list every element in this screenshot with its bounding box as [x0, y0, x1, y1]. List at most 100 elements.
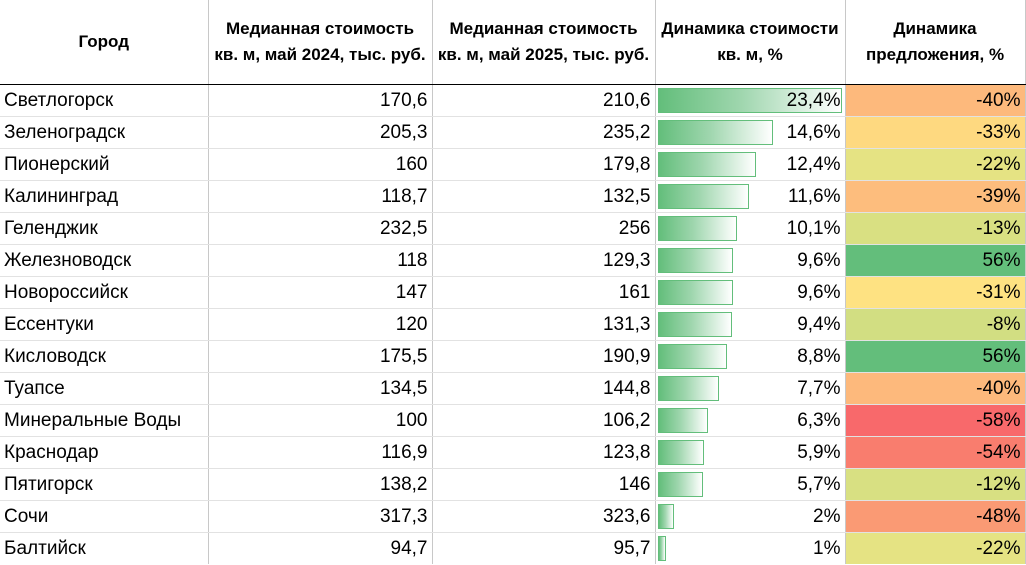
offer-change-cell[interactable]: -22%	[845, 148, 1026, 181]
price-2025-cell[interactable]: 106,2	[432, 404, 656, 437]
price-2025-cell[interactable]: 323,6	[432, 500, 656, 533]
table-row: Светлогорск 170,6 210,6 23,4% -40%	[0, 84, 1026, 117]
price-change-cell[interactable]: 12,4%	[655, 148, 846, 181]
price-2024-cell[interactable]: 160	[208, 148, 433, 181]
price-2025-cell[interactable]: 179,8	[432, 148, 656, 181]
price-change-cell[interactable]: 2%	[655, 500, 846, 533]
price-2024-cell[interactable]: 205,3	[208, 116, 433, 149]
price-change-value: 9,6%	[797, 250, 841, 271]
price-2024-cell[interactable]: 94,7	[208, 532, 433, 564]
header-price-2025[interactable]: Медианная стоимость кв. м, май 2025, тыс…	[432, 0, 656, 85]
price-change-cell[interactable]: 9,6%	[655, 276, 846, 309]
price-change-cell[interactable]: 5,7%	[655, 468, 846, 501]
price-2025-cell[interactable]: 132,5	[432, 180, 656, 213]
header-price-change[interactable]: Динамика стоимости кв. м, %	[655, 0, 846, 85]
price-change-cell[interactable]: 6,3%	[655, 404, 846, 437]
price-2025-cell[interactable]: 256	[432, 212, 656, 245]
city-cell[interactable]: Пионерский	[0, 148, 209, 181]
offer-change-cell[interactable]: -54%	[845, 436, 1026, 469]
price-2024-cell[interactable]: 118,7	[208, 180, 433, 213]
price-2025-cell[interactable]: 123,8	[432, 436, 656, 469]
header-offer-change[interactable]: Динамика предложения, %	[845, 0, 1026, 85]
table-row: Краснодар 116,9 123,8 5,9% -54%	[0, 436, 1026, 469]
price-change-cell[interactable]: 9,4%	[655, 308, 846, 341]
data-bar	[657, 408, 708, 433]
price-change-cell[interactable]: 9,6%	[655, 244, 846, 277]
price-2025-cell[interactable]: 129,3	[432, 244, 656, 277]
offer-change-cell[interactable]: -13%	[845, 212, 1026, 245]
price-2024-cell[interactable]: 317,3	[208, 500, 433, 533]
offer-change-cell[interactable]: -58%	[845, 404, 1026, 437]
price-2024-cell[interactable]: 170,6	[208, 84, 433, 117]
city-cell[interactable]: Калининград	[0, 180, 209, 213]
data-bar	[657, 184, 749, 209]
price-2024-cell[interactable]: 138,2	[208, 468, 433, 501]
price-2024-cell[interactable]: 100	[208, 404, 433, 437]
price-2024-cell[interactable]: 134,5	[208, 372, 433, 405]
price-change-value: 1%	[813, 538, 841, 559]
price-change-cell[interactable]: 8,8%	[655, 340, 846, 373]
city-cell[interactable]: Ессентуки	[0, 308, 209, 341]
price-2025-cell[interactable]: 144,8	[432, 372, 656, 405]
price-change-value: 12,4%	[786, 154, 841, 175]
city-cell[interactable]: Новороссийск	[0, 276, 209, 309]
city-cell[interactable]: Кисловодск	[0, 340, 209, 373]
offer-change-cell[interactable]: -33%	[845, 116, 1026, 149]
price-2024-cell[interactable]: 147	[208, 276, 433, 309]
price-change-value: 10,1%	[786, 218, 841, 239]
city-cell[interactable]: Краснодар	[0, 436, 209, 469]
price-change-value: 5,9%	[797, 442, 841, 463]
city-cell[interactable]: Светлогорск	[0, 84, 209, 117]
price-change-value: 2%	[813, 506, 841, 527]
offer-change-cell[interactable]: -12%	[845, 468, 1026, 501]
offer-change-cell[interactable]: -40%	[845, 84, 1026, 117]
price-change-value: 14,6%	[786, 122, 841, 143]
price-2025-cell[interactable]: 210,6	[432, 84, 656, 117]
price-2024-cell[interactable]: 232,5	[208, 212, 433, 245]
price-change-cell[interactable]: 23,4%	[655, 84, 846, 117]
table-row: Пионерский 160 179,8 12,4% -22%	[0, 148, 1026, 181]
table-row: Туапсе 134,5 144,8 7,7% -40%	[0, 372, 1026, 405]
offer-change-cell[interactable]: -8%	[845, 308, 1026, 341]
offer-change-cell[interactable]: -22%	[845, 532, 1026, 564]
city-cell[interactable]: Зеленоградск	[0, 116, 209, 149]
price-change-cell[interactable]: 7,7%	[655, 372, 846, 405]
price-change-cell[interactable]: 11,6%	[655, 180, 846, 213]
price-2024-cell[interactable]: 118	[208, 244, 433, 277]
price-change-cell[interactable]: 14,6%	[655, 116, 846, 149]
city-cell[interactable]: Сочи	[0, 500, 209, 533]
price-2024-cell[interactable]: 116,9	[208, 436, 433, 469]
price-2025-cell[interactable]: 131,3	[432, 308, 656, 341]
data-bar	[657, 504, 674, 529]
city-cell[interactable]: Минеральные Воды	[0, 404, 209, 437]
price-change-value: 11,6%	[788, 186, 841, 207]
price-change-cell[interactable]: 1%	[655, 532, 846, 564]
price-2025-cell[interactable]: 235,2	[432, 116, 656, 149]
data-bar	[657, 216, 737, 241]
price-2025-cell[interactable]: 161	[432, 276, 656, 309]
offer-change-cell[interactable]: 56%	[845, 244, 1026, 277]
city-cell[interactable]: Балтийск	[0, 532, 209, 564]
offer-change-cell[interactable]: 56%	[845, 340, 1026, 373]
city-cell[interactable]: Туапсе	[0, 372, 209, 405]
offer-change-cell[interactable]: -39%	[845, 180, 1026, 213]
price-change-cell[interactable]: 10,1%	[655, 212, 846, 245]
price-2024-cell[interactable]: 120	[208, 308, 433, 341]
price-2025-cell[interactable]: 190,9	[432, 340, 656, 373]
header-city[interactable]: Город	[0, 0, 209, 85]
table-row: Пятигорск 138,2 146 5,7% -12%	[0, 468, 1026, 501]
offer-change-cell[interactable]: -40%	[845, 372, 1026, 405]
offer-change-cell[interactable]: -48%	[845, 500, 1026, 533]
price-2025-cell[interactable]: 146	[432, 468, 656, 501]
city-cell[interactable]: Геленджик	[0, 212, 209, 245]
price-2025-cell[interactable]: 95,7	[432, 532, 656, 564]
city-cell[interactable]: Железноводск	[0, 244, 209, 277]
price-change-cell[interactable]: 5,9%	[655, 436, 846, 469]
offer-change-cell[interactable]: -31%	[845, 276, 1026, 309]
table-row: Новороссийск 147 161 9,6% -31%	[0, 276, 1026, 309]
table-row: Кисловодск 175,5 190,9 8,8% 56%	[0, 340, 1026, 373]
city-cell[interactable]: Пятигорск	[0, 468, 209, 501]
price-2024-cell[interactable]: 175,5	[208, 340, 433, 373]
header-price-2024[interactable]: Медианная стоимость кв. м, май 2024, тыс…	[208, 0, 433, 85]
